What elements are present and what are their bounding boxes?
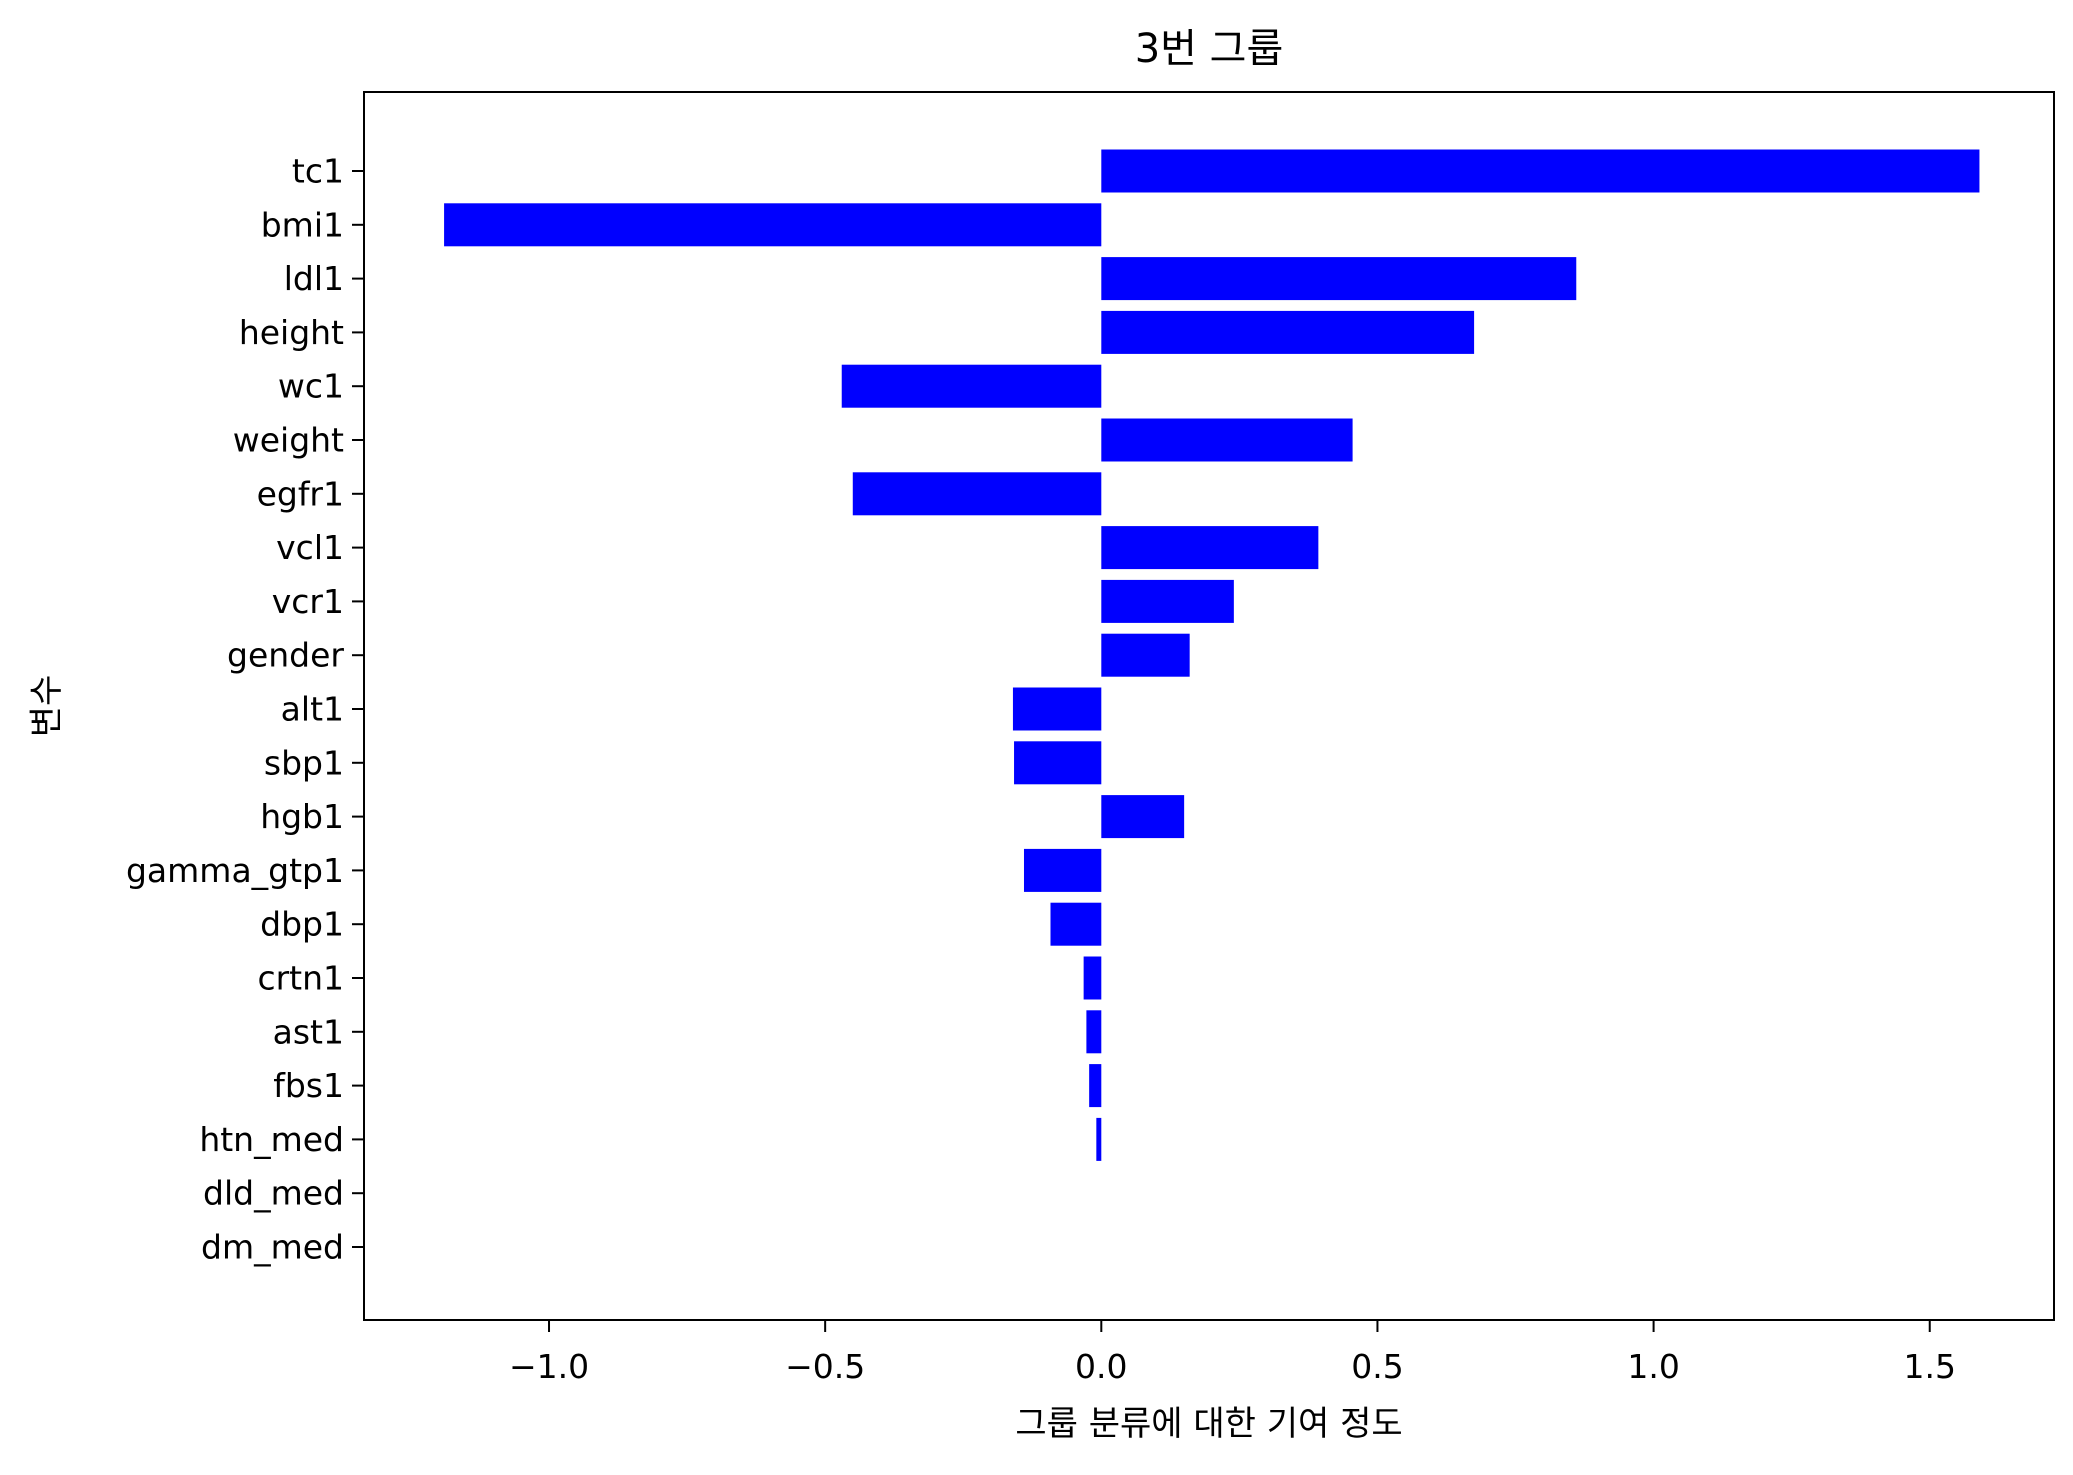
bar-htn_med <box>1096 1117 1102 1161</box>
bar-crtn1 <box>1083 956 1102 1000</box>
bar-hgb1 <box>1101 795 1185 839</box>
y-tick-label: tc1 <box>292 152 344 191</box>
y-axis-ticks: tc1 bmi1 ldl1 height wc1 weight egfr1 vcl1 vcr1 g… <box>126 152 364 1267</box>
bar-gamma_gtp1 <box>1023 848 1102 892</box>
y-tick-label: ast1 <box>273 1012 344 1051</box>
bar-vcr1 <box>1101 579 1234 623</box>
y-tick-label: alt1 <box>281 690 344 729</box>
bar-height <box>1101 310 1475 354</box>
y-tick-label: weight <box>233 421 344 460</box>
bar-gender <box>1101 633 1190 677</box>
bar-egfr1 <box>852 472 1102 516</box>
bar-alt1 <box>1012 687 1102 731</box>
bar-tc1 <box>1101 149 1980 193</box>
y-tick-label: bmi1 <box>261 205 344 244</box>
y-tick-label: dm_med <box>201 1228 344 1267</box>
plot-frame <box>363 91 2055 1321</box>
x-axis-ticks: −1.0 −0.5 0.0 0.5 1.0 1.5 <box>509 1320 1956 1386</box>
bars <box>444 149 1980 1161</box>
x-tick-label: 1.0 <box>1627 1347 1679 1386</box>
y-tick-label: vcl1 <box>276 528 344 567</box>
y-tick-label: dld_med <box>203 1174 344 1213</box>
bar-wc1 <box>841 364 1102 408</box>
y-tick-label: gamma_gtp1 <box>126 851 344 890</box>
x-tick-label: 1.5 <box>1903 1347 1955 1386</box>
bar-weight <box>1101 418 1353 462</box>
y-tick-label: vcr1 <box>272 582 344 621</box>
y-tick-label: hgb1 <box>260 797 344 836</box>
x-tick-label: 0.0 <box>1075 1347 1127 1386</box>
y-axis-label: 변수 <box>27 675 67 738</box>
bar-ldl1 <box>1101 257 1577 301</box>
y-tick-label: sbp1 <box>264 743 344 782</box>
y-tick-label: gender <box>227 636 344 675</box>
y-tick-label: fbs1 <box>273 1066 344 1105</box>
bar-bmi1 <box>444 203 1102 247</box>
x-axis-label: 그룹 분류에 대한 기여 정도 <box>1015 1404 1402 1444</box>
y-tick-label: crtn1 <box>257 959 344 998</box>
y-tick-label: egfr1 <box>257 474 344 513</box>
y-tick-label: htn_med <box>199 1120 344 1159</box>
chart-title: 3번 그룹 <box>1135 26 1284 72</box>
bar-sbp1 <box>1014 741 1102 785</box>
bar-ast1 <box>1086 1010 1102 1054</box>
y-tick-label: wc1 <box>278 367 344 406</box>
bar-vcl1 <box>1101 526 1319 570</box>
x-tick-label: 0.5 <box>1351 1347 1403 1386</box>
x-tick-label: −1.0 <box>509 1347 589 1386</box>
y-tick-label: ldl1 <box>284 259 344 298</box>
x-tick-label: −0.5 <box>785 1347 865 1386</box>
y-tick-label: height <box>239 313 344 352</box>
y-tick-label: dbp1 <box>260 905 344 944</box>
bar-dbp1 <box>1050 902 1102 946</box>
bar-fbs1 <box>1089 1064 1102 1108</box>
